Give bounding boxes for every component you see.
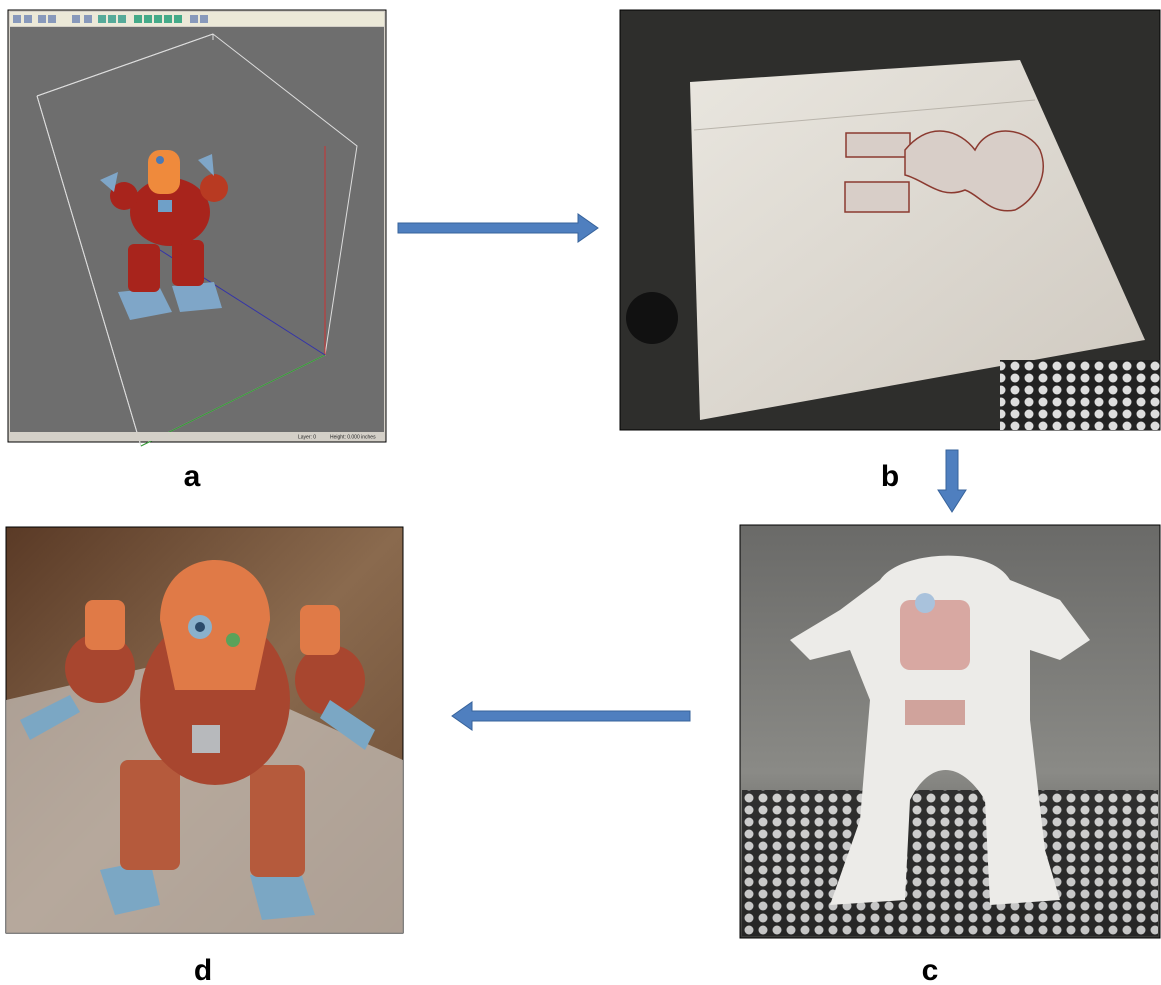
status-layer: Layer: 0	[298, 434, 316, 440]
build-box	[36, 33, 358, 447]
bed-line	[693, 99, 1036, 131]
grid	[742, 790, 1158, 936]
hole	[626, 292, 678, 344]
chest	[905, 700, 965, 725]
panel-a: Layer: 0 Height: 0.000 inches	[7, 9, 387, 447]
panel-label: c	[922, 954, 939, 985]
layer-slice	[844, 130, 1044, 213]
robot	[20, 560, 375, 920]
panel-d	[5, 526, 404, 934]
arrow	[937, 449, 967, 513]
status-bar	[10, 432, 384, 441]
panel-label: d	[194, 954, 212, 985]
panel-label: a	[184, 460, 201, 493]
robot-model	[100, 150, 228, 320]
eye	[915, 593, 935, 613]
arrow	[397, 213, 599, 243]
panel-b	[619, 9, 1161, 431]
axis-x	[140, 354, 326, 447]
grid	[1000, 360, 1160, 430]
powder-part	[790, 555, 1090, 905]
face	[900, 600, 970, 670]
arrow	[451, 701, 691, 731]
toolbar-icons	[13, 15, 208, 23]
panel-c	[739, 524, 1161, 939]
panel-label: b	[881, 460, 899, 493]
status-height: Height: 0.000 inches	[330, 434, 376, 440]
